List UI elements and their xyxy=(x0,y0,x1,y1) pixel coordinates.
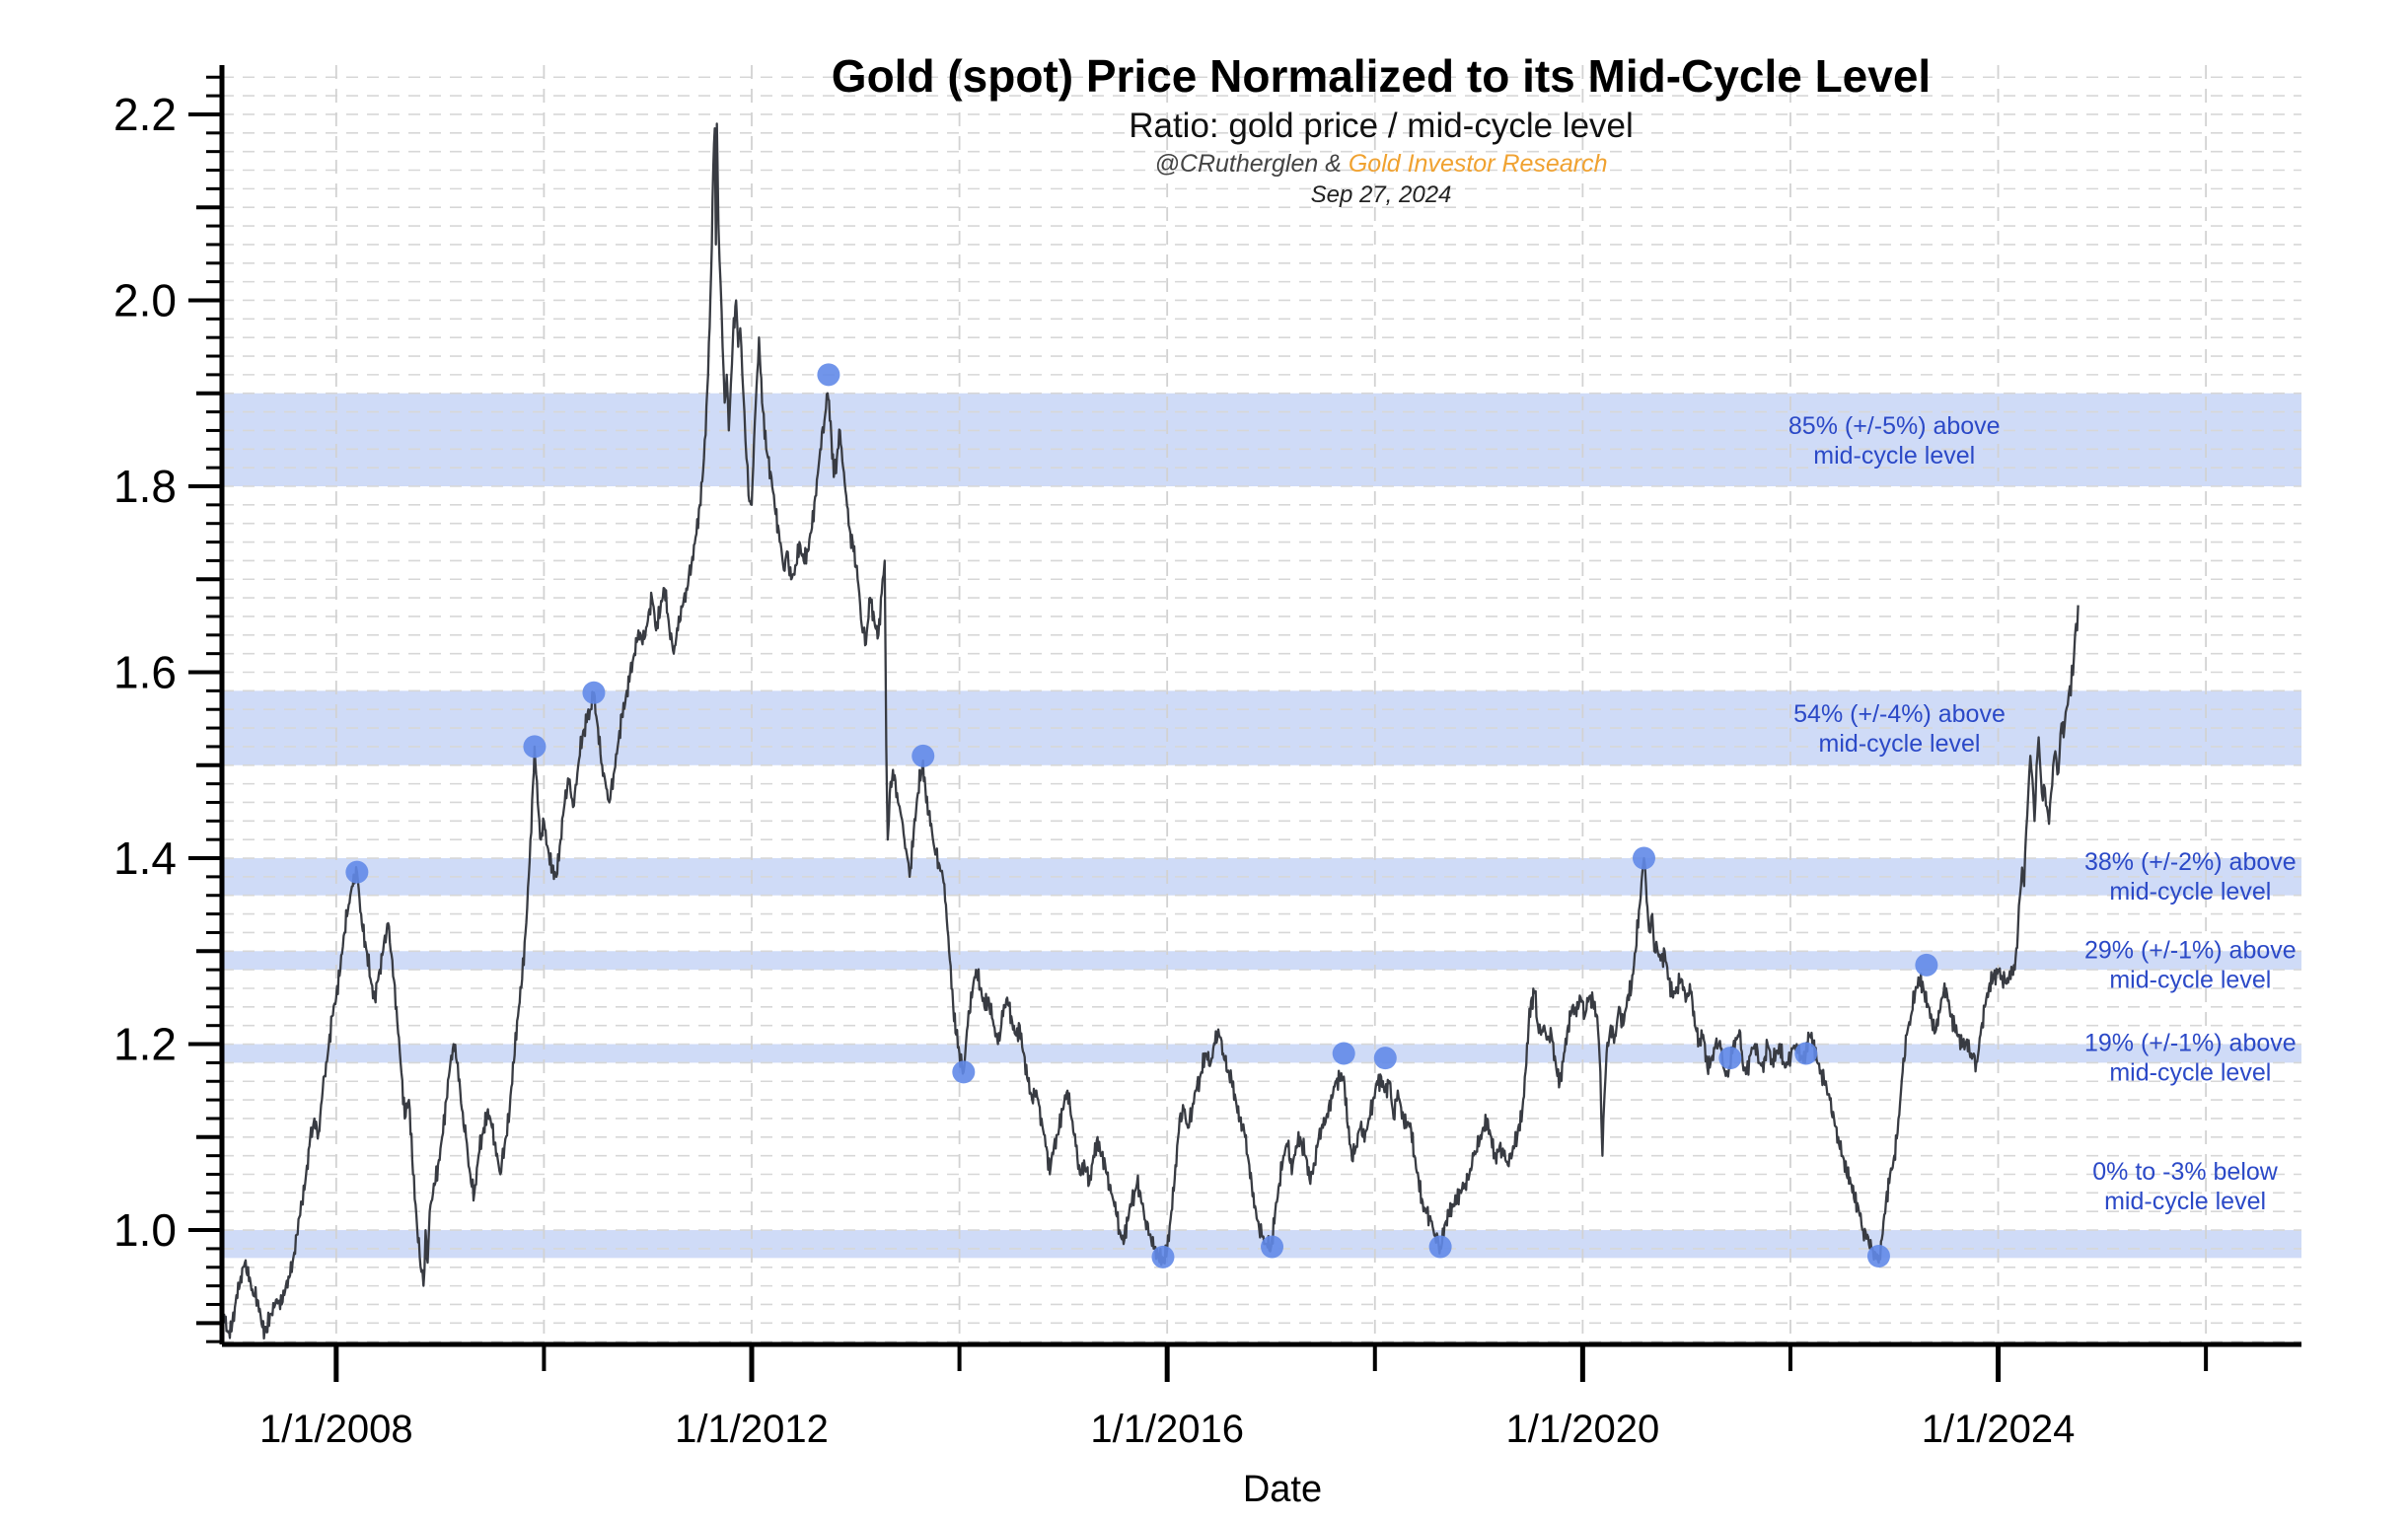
cycle-marker-dot xyxy=(1632,846,1655,870)
x-tick-label: 1/1/2008 xyxy=(259,1408,413,1451)
band-annotation: 29% (+/-1%) above xyxy=(2084,936,2297,964)
cycle-marker-dot xyxy=(1428,1235,1452,1259)
chart-title: Gold (spot) Price Normalized to its Mid-… xyxy=(831,50,1932,102)
cycle-marker-dot xyxy=(582,681,606,704)
cycle-marker-dot xyxy=(1151,1245,1175,1268)
gold-ratio-line xyxy=(222,122,2080,1340)
chart-subtitle: Ratio: gold price / mid-cycle level xyxy=(1129,107,1634,145)
cycle-marker-dot xyxy=(523,735,547,759)
chart-date: Sep 27, 2024 xyxy=(1310,181,1452,208)
y-tick-label: 2.2 xyxy=(113,89,177,140)
cycle-marker-dot xyxy=(1866,1244,1890,1268)
credit-handle: @CRutherglen xyxy=(1154,150,1319,178)
band-annotation: mid-cycle level xyxy=(2109,878,2271,905)
cycle-marker-dot xyxy=(1332,1042,1355,1065)
y-tick-label: 2.0 xyxy=(113,274,177,326)
mid-cycle-band xyxy=(222,951,2301,971)
mid-cycle-band xyxy=(222,393,2301,486)
band-annotation: mid-cycle level xyxy=(2104,1188,2266,1215)
credit-separator: & xyxy=(1318,150,1349,178)
y-tick-label: 1.4 xyxy=(113,833,177,884)
band-annotation: 38% (+/-2%) above xyxy=(2084,848,2297,876)
cycle-marker-dot xyxy=(1373,1047,1397,1070)
x-tick-label: 1/1/2016 xyxy=(1090,1408,1244,1451)
cycle-marker-dot xyxy=(345,860,369,884)
band-annotation: mid-cycle level xyxy=(2109,966,2271,993)
y-tick-label: 1.8 xyxy=(113,461,177,512)
band-annotation: mid-cycle level xyxy=(2109,1059,2271,1087)
band-annotation: 0% to -3% below xyxy=(2092,1158,2279,1186)
x-tick-label: 1/1/2012 xyxy=(675,1408,829,1451)
chart-credit: @CRutherglen & Gold Investor Research xyxy=(1155,150,1608,179)
band-annotation: 54% (+/-4%) above xyxy=(1793,700,2006,728)
mid-cycle-band xyxy=(222,1044,2301,1063)
y-tick-label: 1.0 xyxy=(113,1204,177,1256)
band-annotation: 85% (+/-5%) above xyxy=(1788,412,2001,440)
cycle-marker-dot xyxy=(1915,953,1938,977)
y-tick-label: 1.2 xyxy=(113,1019,177,1070)
cycle-marker-dot xyxy=(1261,1235,1284,1259)
cycle-marker-dot xyxy=(912,744,935,767)
band-annotation: mid-cycle level xyxy=(1819,730,1981,758)
x-axis-title: Date xyxy=(1243,1469,1322,1510)
cycle-marker-dot xyxy=(817,363,840,387)
cycle-marker-dot xyxy=(952,1060,976,1084)
cycle-marker-dot xyxy=(1718,1047,1742,1070)
cycle-marker-dot xyxy=(1794,1042,1818,1065)
band-annotation: 19% (+/-1%) above xyxy=(2084,1030,2297,1057)
y-tick-label: 1.6 xyxy=(113,647,177,698)
x-tick-label: 1/1/2020 xyxy=(1506,1408,1660,1451)
credit-source: Gold Investor Research xyxy=(1348,150,1608,178)
band-annotation: mid-cycle level xyxy=(1813,442,1975,470)
x-tick-label: 1/1/2024 xyxy=(1922,1408,2076,1451)
